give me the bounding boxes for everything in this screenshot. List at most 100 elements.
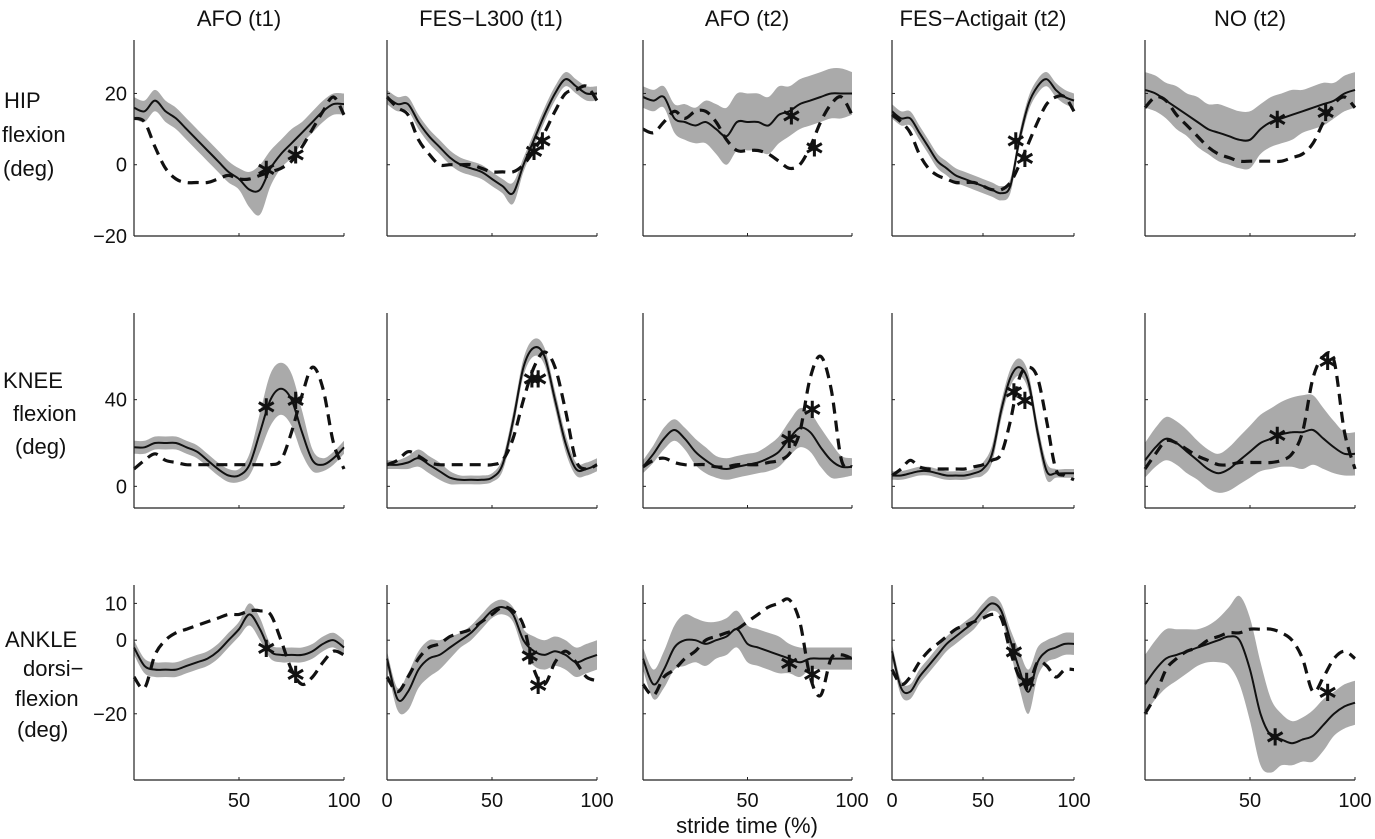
panel-1-0: ∗ ∗ 0 40 xyxy=(105,313,346,509)
toe-off-marker: ∗ xyxy=(1315,96,1337,126)
mean-line xyxy=(642,628,852,686)
toe-off-marker: ∗ xyxy=(1264,721,1286,751)
column-title: FES−Actigait (t2) xyxy=(900,6,1067,31)
toe-off-marker: ∗ xyxy=(801,658,823,688)
row-label-hip: HIP xyxy=(4,88,41,113)
reference-line xyxy=(1143,351,1357,470)
y-tick-label: 0 xyxy=(116,155,127,177)
panel-0-4: ∗ ∗ xyxy=(1143,40,1357,237)
sd-band xyxy=(643,68,852,165)
mean-line xyxy=(891,602,1075,695)
x-tick-label: 0 xyxy=(886,790,897,812)
sd-band xyxy=(892,72,1074,201)
toe-off-marker: ∗ xyxy=(527,669,549,699)
sd-band xyxy=(134,362,344,483)
x-tick-label: 100 xyxy=(1057,790,1090,812)
mean-line xyxy=(1144,635,1356,745)
x-tick-label: 50 xyxy=(228,790,250,812)
mean-line xyxy=(133,99,345,193)
column-title: AFO (t2) xyxy=(705,6,789,31)
toe-off-marker: ∗ xyxy=(1266,419,1288,449)
x-tick-label: 100 xyxy=(580,790,613,812)
row-label-ankle: (deg) xyxy=(17,717,68,742)
toe-off-marker: ∗ xyxy=(285,658,307,688)
toe-off-marker: ∗ xyxy=(1016,666,1038,696)
mean-line xyxy=(891,366,1074,477)
toe-off-marker: ∗ xyxy=(1014,385,1036,415)
panel-2-0: ∗ ∗ −20 0 10 50 100 xyxy=(93,585,361,812)
mean-line xyxy=(1144,88,1356,142)
toe-off-marker: ∗ xyxy=(532,125,554,155)
panel-2-4: ∗ ∗ 50 100 xyxy=(1143,585,1372,812)
toe-off-marker: ∗ xyxy=(255,633,277,663)
row-label-ankle: flexion xyxy=(15,686,79,711)
toe-off-marker: ∗ xyxy=(527,363,549,393)
row-labels: HIP flexion (deg) KNEE flexion (deg) ANK… xyxy=(2,88,84,742)
column-title: FES−L300 (t1) xyxy=(419,6,563,31)
row-label-knee: (deg) xyxy=(15,434,66,459)
panel-2-1: ∗∗ 0 50 100 xyxy=(381,585,614,812)
mean-line xyxy=(133,387,345,478)
panel-1-1: ∗∗ xyxy=(386,313,598,509)
sd-band xyxy=(892,596,1074,714)
sd-band xyxy=(134,603,344,678)
x-tick-label: 50 xyxy=(1239,790,1261,812)
reference-line xyxy=(641,597,853,698)
reference-line xyxy=(132,365,346,471)
panel-2-3: ∗∗ 0 50 100 xyxy=(886,585,1091,812)
sd-band xyxy=(643,610,852,700)
mean-line xyxy=(642,92,853,138)
toe-off-marker: ∗ xyxy=(523,135,545,165)
row-label-ankle: dorsi− xyxy=(23,656,84,681)
row-label-hip: (deg) xyxy=(3,156,54,181)
mean-line xyxy=(386,605,598,702)
panel-0-0: ∗ ∗ −20 0 20 xyxy=(93,40,346,248)
sd-band xyxy=(1145,595,1355,773)
toe-off-marker: ∗ xyxy=(519,640,541,670)
toe-off-marker: ∗ xyxy=(521,363,543,393)
x-tick-label: 50 xyxy=(481,790,503,812)
x-tick-label: 50 xyxy=(736,790,758,812)
toe-off-marker: ∗ xyxy=(1003,636,1025,666)
reference-line xyxy=(385,84,599,174)
x-tick-label: 100 xyxy=(1338,790,1371,812)
toe-off-marker: ∗ xyxy=(285,139,307,169)
mean-line xyxy=(133,613,345,671)
toe-off-marker: ∗ xyxy=(803,132,825,162)
y-tick-label: −20 xyxy=(93,704,127,726)
toe-off-marker: ∗ xyxy=(1014,143,1036,173)
column-title: AFO (t1) xyxy=(197,6,281,31)
sd-band xyxy=(134,89,344,216)
toe-off-marker: ∗ xyxy=(801,393,823,423)
panel-0-1: ∗∗ xyxy=(385,40,599,237)
x-axis-label: stride time (%) xyxy=(676,813,818,838)
panel-0-3: ∗∗ xyxy=(891,40,1076,237)
row-label-ankle: ANKLE xyxy=(5,627,77,652)
toe-off-marker: ∗ xyxy=(255,153,277,183)
y-tick-label: 10 xyxy=(105,593,127,615)
column-title: NO (t2) xyxy=(1214,6,1286,31)
toe-off-marker: ∗ xyxy=(778,647,800,677)
toe-off-marker: ∗ xyxy=(1003,376,1025,406)
row-label-hip: flexion xyxy=(2,122,66,147)
x-tick-label: 50 xyxy=(972,790,994,812)
reference-line xyxy=(1143,627,1357,715)
panel-2-2: ∗ ∗ 50 100 xyxy=(641,585,869,812)
toe-off-marker: ∗ xyxy=(1317,677,1339,707)
x-tick-label: 100 xyxy=(835,790,868,812)
reference-line xyxy=(642,95,854,171)
toe-off-marker: ∗ xyxy=(778,424,800,454)
sd-band xyxy=(1145,72,1355,170)
y-tick-label: 20 xyxy=(105,83,127,105)
toe-off-marker: ∗ xyxy=(1266,103,1288,133)
sd-band xyxy=(387,599,597,715)
row-label-knee: KNEE xyxy=(3,368,63,393)
mean-line xyxy=(386,78,598,196)
y-tick-label: 40 xyxy=(105,390,127,412)
row-label-knee: flexion xyxy=(13,401,77,426)
sd-band xyxy=(892,358,1074,483)
toe-off-marker: ∗ xyxy=(1005,125,1027,155)
reference-line xyxy=(386,350,598,471)
